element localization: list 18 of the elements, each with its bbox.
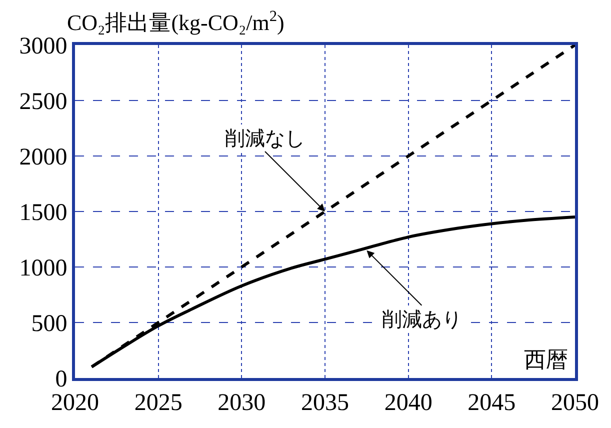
y-axis-title: CO₂排出量(kg-CO₂/m$^{2}$) <box>67 8 284 36</box>
annotation: 削減なし <box>225 126 305 150</box>
x-tick-label: 2040 <box>384 390 432 416</box>
y-tick-label: 0 <box>55 366 68 392</box>
y-tick-label: 2000 <box>19 144 68 170</box>
x-tick-label: 2025 <box>134 390 182 416</box>
x-tick-label: 2045 <box>468 390 516 416</box>
x-tick-label: 2035 <box>301 390 349 416</box>
y-tick-label: 1500 <box>19 200 68 226</box>
x-tick-label: 2050 <box>551 390 599 416</box>
y-tick-label: 500 <box>31 310 68 337</box>
annotation: 削減あり <box>382 307 462 331</box>
x-tick-label: 2030 <box>218 390 266 416</box>
x-tick-label: 2020 <box>51 390 99 416</box>
x-axis-title: 西暦 <box>524 348 568 373</box>
y-tick-label: 2500 <box>19 88 68 115</box>
y-tick-label: 3000 <box>19 33 68 60</box>
y-tick-label: 1000 <box>19 255 68 282</box>
